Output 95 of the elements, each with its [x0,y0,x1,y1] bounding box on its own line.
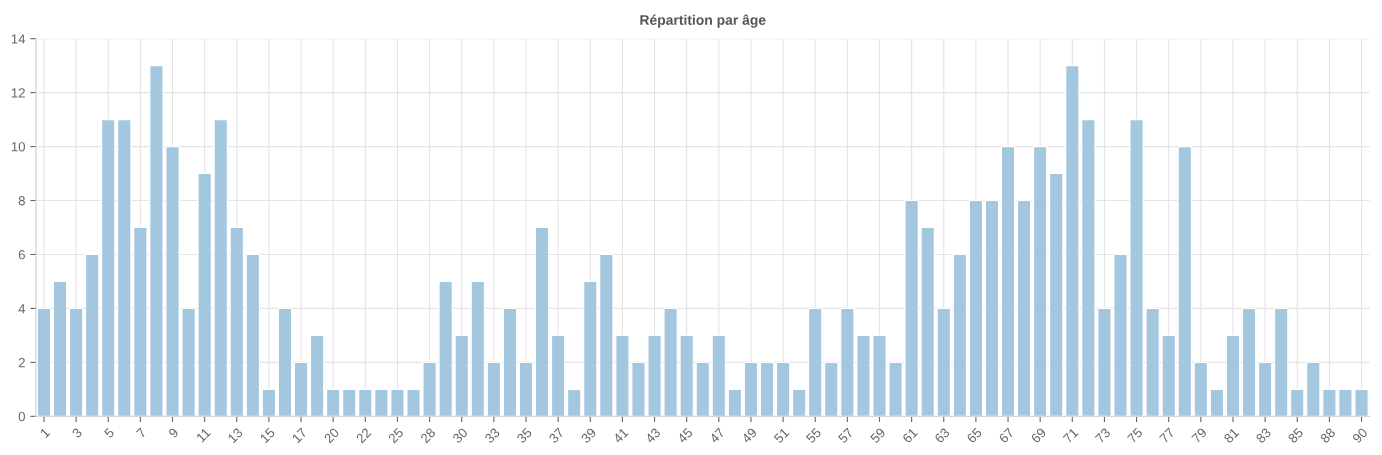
y-tick-label: 4 [18,304,26,314]
x-tick-label: 28 [419,427,437,444]
y-tick-label: 8 [18,196,25,206]
bar [775,361,791,417]
bar [518,361,534,417]
bar [293,361,309,417]
bar [277,307,293,417]
bar [984,199,1000,417]
x-tick-label: 7 [136,427,147,439]
bar [309,334,325,417]
bar [52,280,68,417]
x-tick-label: 79 [1191,427,1208,444]
x-tick-label: 85 [1287,427,1304,444]
x-tick-label: 13 [227,427,244,444]
chart-title: Répartition par âge [640,14,766,28]
x-tick-label: 17 [291,427,308,444]
x-tick-label: 37 [548,427,565,444]
x-tick-label: 1 [39,427,51,438]
x-tick-label: 35 [516,427,533,444]
bar [792,388,807,417]
bar [326,388,341,417]
bar [968,199,984,417]
x-tick-label: 77 [1159,427,1176,444]
x-tick-label: 51 [773,427,790,444]
bar [486,361,502,417]
bar [1000,146,1016,417]
x-tick-label: 71 [1062,427,1079,444]
y-tick-label: 6 [18,250,25,260]
x-tick-label: 59 [869,427,886,444]
bar [36,307,52,417]
bar [1257,361,1273,417]
x-tick-label: 90 [1351,427,1369,444]
bar [470,280,485,417]
x-tick-label: 25 [387,427,404,444]
bar [245,253,260,417]
bar [1049,172,1064,417]
bar [502,307,518,417]
y-tick-label: 10 [11,142,25,152]
x-tick-label: 67 [998,427,1015,444]
x-tick-label: 73 [1094,427,1111,444]
bar [85,253,100,417]
bar [936,307,951,417]
bar [68,307,84,417]
x-tick-label: 11 [196,427,211,443]
x-tick-label: 69 [1030,427,1047,444]
bar [727,388,743,417]
y-tick-label: 12 [11,88,25,98]
y-tick-label: 0 [18,411,25,422]
x-tick-label: 30 [451,427,469,444]
bar [808,307,823,417]
bar [229,226,244,417]
x-tick-label: 5 [103,427,115,439]
x-tick-label: 43 [644,427,661,444]
x-tick-label: 63 [934,427,951,444]
bar [952,253,967,417]
bar [534,226,550,417]
bar [550,334,566,417]
x-tick-label: 9 [168,427,179,439]
x-tick-label: 75 [1127,427,1144,444]
bar [1290,388,1305,417]
x-tick-label: 15 [259,427,276,444]
x-tick-label: 47 [709,427,726,444]
bar [101,119,116,417]
x-tick-label: 33 [484,427,501,444]
x-tick-label: 81 [1223,427,1240,444]
bar [711,334,726,417]
x-tick-label: 61 [901,427,919,444]
bar [1274,307,1289,417]
bar [1193,361,1208,417]
x-tick-label: 88 [1319,427,1336,444]
x-tick-label: 83 [1255,427,1272,444]
y-tick-label: 14 [11,34,26,44]
x-tick-label: 3 [71,427,83,439]
x-tick-label: 45 [676,427,694,444]
x-tick-label: 41 [612,427,629,444]
bar [1241,307,1257,417]
bar [342,388,357,417]
x-tick-label: 22 [355,427,372,444]
x-tick-label: 65 [966,427,983,444]
bar [759,361,775,417]
bar [1209,388,1225,417]
x-tick-label: 49 [741,427,758,444]
bar [1225,334,1241,417]
bar [1177,146,1192,417]
x-tick-label: 20 [323,427,340,444]
bar [743,361,759,417]
bar [1016,199,1032,417]
bar [567,388,582,417]
x-tick-label: 55 [805,427,822,444]
x-tick-label: 39 [580,427,597,444]
bar [261,388,277,417]
bar [695,361,710,417]
bar [1033,146,1048,417]
x-tick-label: 57 [837,427,854,444]
y-tick-label: 2 [18,357,25,368]
